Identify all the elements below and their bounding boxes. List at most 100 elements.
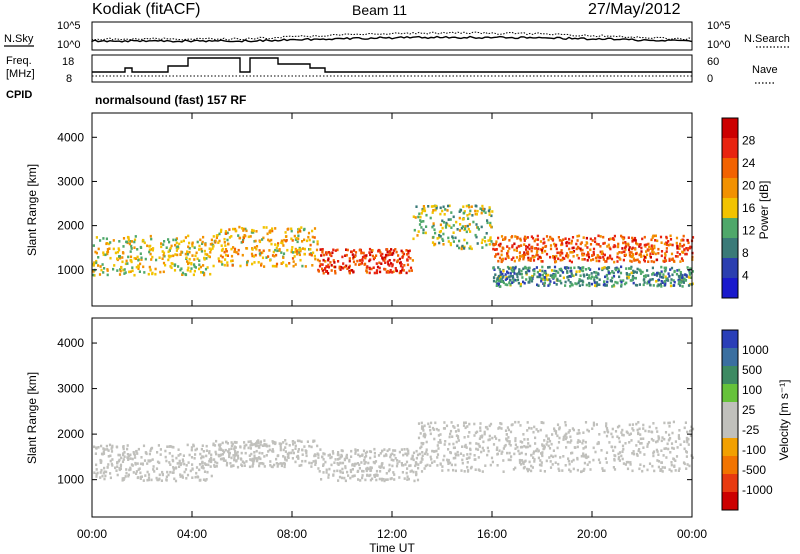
data-cell	[217, 257, 220, 260]
data-cell	[638, 268, 641, 272]
data-cell	[409, 464, 412, 467]
data-cell	[680, 257, 684, 260]
data-cell	[435, 427, 438, 431]
data-cell	[366, 473, 369, 477]
data-cell	[220, 228, 223, 232]
data-cell	[301, 240, 304, 243]
data-cell	[316, 240, 319, 243]
data-cell	[121, 453, 125, 457]
data-cell	[398, 476, 401, 479]
data-cell	[576, 432, 579, 435]
data-cell	[545, 443, 548, 446]
data-cell	[620, 454, 623, 458]
data-cell	[538, 255, 541, 259]
data-cell	[664, 282, 667, 285]
data-cell	[541, 453, 544, 456]
data-cell	[412, 451, 416, 455]
data-cell	[400, 462, 403, 465]
data-cell	[482, 209, 485, 213]
data-cell	[139, 262, 142, 266]
data-cell	[417, 436, 421, 440]
data-cell	[181, 273, 184, 276]
data-cell	[344, 254, 347, 257]
data-cell	[231, 264, 234, 267]
data-cell	[442, 239, 445, 242]
data-cell	[685, 467, 688, 470]
data-cell	[94, 452, 97, 455]
data-cell	[515, 256, 519, 259]
data-cell	[311, 235, 314, 239]
data-cell	[257, 261, 260, 264]
data-cell	[553, 276, 556, 279]
data-cell	[469, 245, 472, 248]
data-cell	[243, 227, 246, 231]
data-cell	[135, 472, 138, 475]
data-cell	[294, 263, 297, 266]
data-cell	[556, 278, 559, 282]
data-cell	[547, 437, 550, 440]
data-cell	[201, 462, 204, 465]
data-cell	[564, 433, 567, 437]
data-cell	[277, 242, 280, 245]
data-cell	[581, 252, 584, 255]
data-cell	[258, 462, 261, 465]
data-cell	[541, 251, 544, 254]
data-cell	[283, 456, 287, 459]
data-cell	[526, 445, 529, 449]
data-cell	[664, 252, 667, 255]
data-cell	[488, 213, 491, 216]
data-cell	[597, 243, 600, 246]
data-cell	[325, 251, 328, 254]
colorbar-swatch	[722, 366, 738, 385]
data-cell	[463, 445, 466, 448]
data-cell	[219, 454, 222, 457]
data-cell	[607, 271, 610, 274]
data-cell	[675, 455, 679, 458]
data-cell	[679, 276, 682, 279]
data-cell	[253, 454, 256, 458]
data-cell	[230, 247, 233, 251]
data-cell	[255, 441, 258, 445]
data-cell	[483, 236, 486, 239]
data-cell	[321, 455, 324, 459]
data-cell	[224, 253, 228, 257]
data-cell	[386, 449, 389, 453]
data-cell	[564, 280, 567, 284]
data-cell	[576, 254, 579, 257]
data-cell	[562, 455, 565, 458]
data-cell	[337, 458, 340, 461]
data-cell	[559, 274, 562, 277]
data-cell	[244, 451, 247, 455]
data-cell	[633, 238, 636, 242]
data-cell	[368, 267, 371, 271]
data-cell	[528, 426, 531, 430]
data-cell	[601, 250, 604, 253]
data-cell	[352, 255, 355, 259]
data-cell	[458, 216, 461, 220]
data-cell	[641, 469, 644, 473]
data-cell	[191, 241, 194, 245]
data-cell	[109, 241, 112, 244]
data-cell	[212, 442, 215, 446]
data-cell	[537, 247, 540, 251]
data-cell	[133, 246, 136, 249]
data-cell	[498, 268, 501, 271]
data-cell	[454, 456, 457, 460]
data-cell	[522, 280, 525, 284]
data-cell	[102, 471, 105, 475]
data-cell	[243, 464, 246, 467]
data-cell	[364, 461, 367, 464]
data-cell	[226, 264, 229, 267]
data-cell	[338, 266, 341, 270]
data-cell	[541, 269, 544, 273]
data-cell	[380, 477, 384, 481]
data-cell	[310, 461, 313, 465]
data-cell	[196, 240, 199, 244]
data-cell	[111, 464, 114, 467]
data-cell	[317, 270, 320, 273]
data-cell	[308, 253, 311, 256]
data-cell	[575, 247, 578, 251]
data-cell	[285, 263, 288, 267]
data-cell	[578, 278, 581, 281]
